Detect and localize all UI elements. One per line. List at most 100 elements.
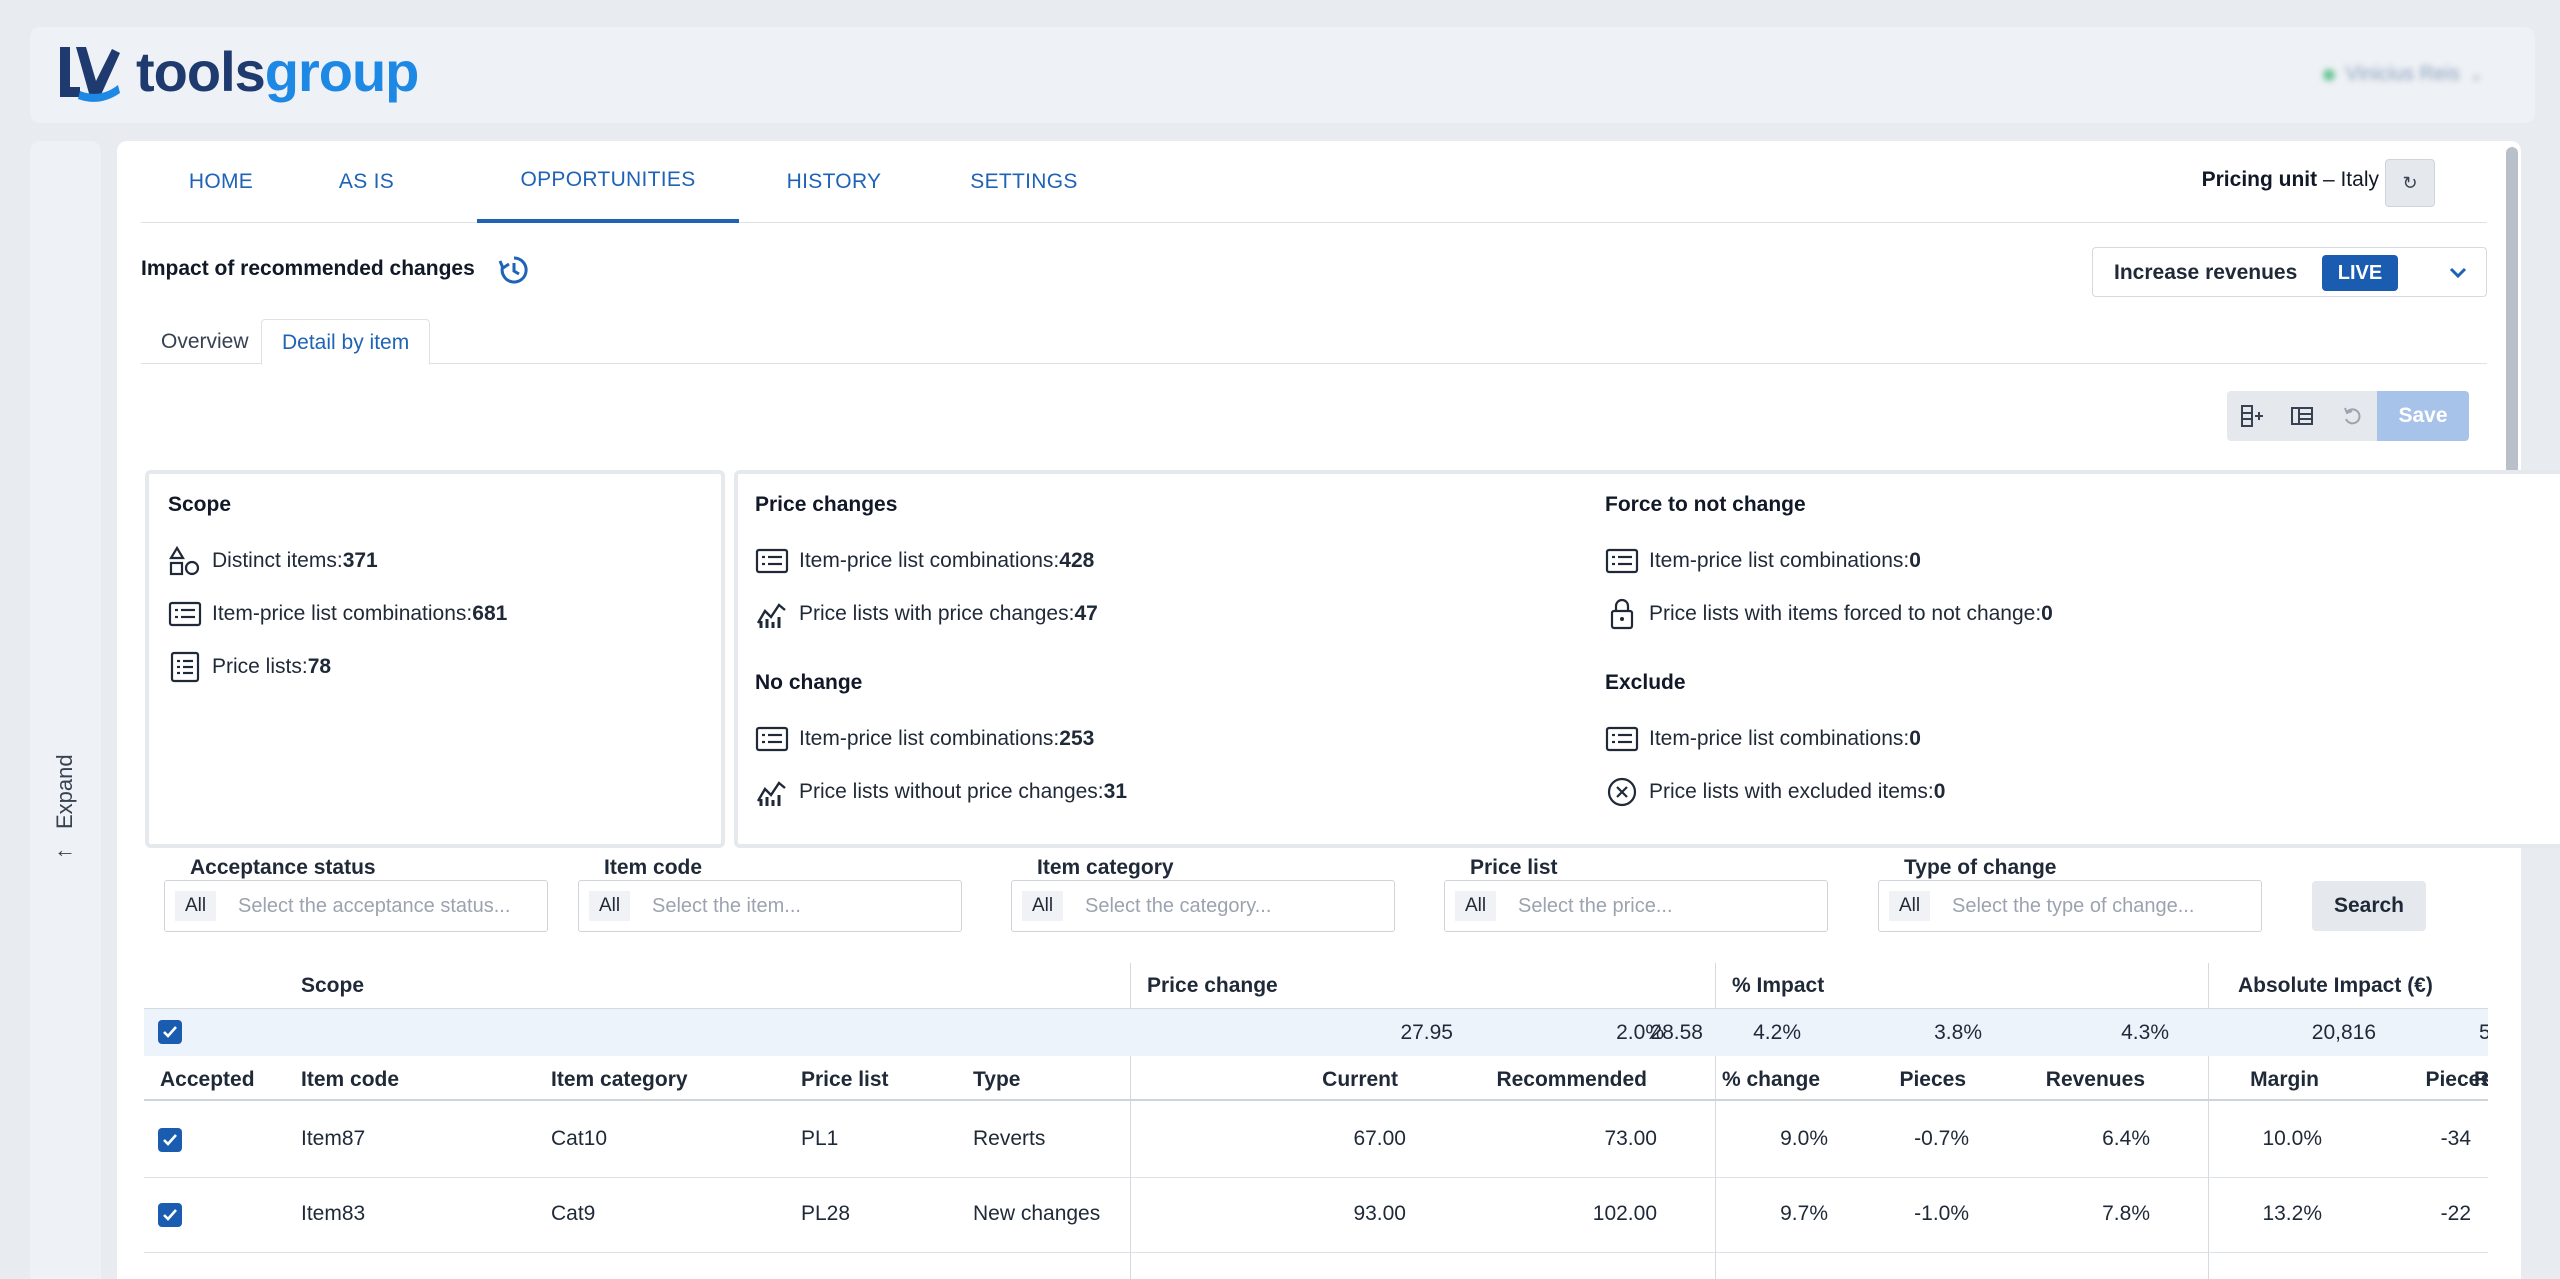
close-circle-icon — [1607, 777, 1637, 807]
col-abs-pieces[interactable]: Pieces — [2425, 1068, 2488, 1091]
column-header-row: Accepted Item code Item category Price l… — [144, 1056, 2488, 1101]
cell-recommended[interactable]: 73.00 — [1604, 1127, 1657, 1150]
subtab-detail-by-item[interactable]: Detail by item — [261, 319, 431, 365]
column-divider — [1715, 963, 1716, 1279]
user-status-icon — [2323, 68, 2336, 81]
tab-history[interactable]: HISTORY — [786, 170, 882, 193]
exclude-combinations-stat: Item-price list combinations: 0 — [1605, 722, 1921, 756]
type-of-change-input[interactable]: All Select the type of change... — [1878, 880, 2262, 932]
force-lists-stat: Price lists with items forced to not cha… — [1605, 597, 2053, 631]
search-button[interactable]: Search — [2312, 881, 2426, 931]
table-row[interactable]: Item83 Cat9 PL28 New changes 93.00 102.0… — [144, 1178, 2488, 1253]
distinct-items-stat: Distinct items: 371 — [168, 544, 378, 578]
export-excel-button[interactable] — [2277, 391, 2327, 441]
col-current[interactable]: Current — [1322, 1068, 1398, 1091]
item-code-input[interactable]: All Select the item... — [578, 880, 962, 932]
filter-placeholder: Select the acceptance status... — [238, 895, 511, 917]
check-icon — [163, 1134, 177, 1146]
toolbar-button-group — [2227, 391, 2377, 441]
strategy-label: Increase revenues — [2114, 261, 2298, 284]
item-category-input[interactable]: All Select the category... — [1011, 880, 1395, 932]
tab-opportunities[interactable]: OPPORTUNITIES — [477, 141, 739, 223]
exclude-lists-stat: Price lists with excluded items: 0 — [1605, 775, 1945, 809]
subtab-overview[interactable]: Overview — [161, 330, 249, 353]
no-change-combinations-value: 253 — [1059, 727, 1095, 750]
filter-placeholder: Select the category... — [1085, 895, 1272, 917]
add-column-button[interactable] — [2227, 391, 2277, 441]
select-all-checkbox[interactable] — [158, 1020, 182, 1044]
col-item-code[interactable]: Item code — [301, 1068, 400, 1091]
no-change-lists-value: 31 — [1103, 780, 1127, 803]
expand-label: Expand — [52, 754, 77, 829]
user-menu[interactable]: Vinicius Reis ⌄ — [2323, 63, 2483, 86]
list-card-icon — [755, 548, 789, 574]
history-reload-icon[interactable] — [497, 253, 531, 287]
detail-subtabs: Overview Detail by item — [141, 319, 2487, 365]
save-button[interactable]: Save — [2377, 391, 2469, 441]
cell-item-code: Item87 — [301, 1127, 366, 1150]
table-row[interactable]: Item87 Cat10 PL1 Reverts 67.00 73.00 9.0… — [144, 1103, 2488, 1178]
row-accept-checkbox[interactable] — [158, 1128, 182, 1152]
main-panel: HOME AS IS OPPORTUNITIES HISTORY SETTING… — [117, 141, 2560, 1279]
price-changes-combinations-stat: Item-price list combinations: 428 — [755, 544, 1094, 578]
no-change-combinations-label: Item-price list combinations: — [799, 727, 1060, 750]
chevron-down-icon: ⌄ — [2469, 66, 2483, 84]
cell-pct-change: 9.0% — [1780, 1127, 1828, 1150]
undo-button[interactable] — [2327, 391, 2377, 441]
table-toolbar: Save — [2227, 391, 2469, 441]
section-title: Impact of recommended changes — [141, 257, 475, 280]
price-changes-lists-value: 47 — [1074, 602, 1098, 625]
tab-as-is[interactable]: AS IS — [338, 170, 395, 193]
col-pct-change[interactable]: % change — [1721, 1068, 1820, 1091]
col-margin[interactable]: Margin — [2250, 1068, 2319, 1091]
toolsgroup-logo[interactable]: toolsgroup — [56, 41, 419, 103]
no-change-lists-label: Price lists without price changes: — [799, 780, 1104, 803]
col-abs-revenues[interactable]: Rev — [2474, 1068, 2488, 1091]
tab-settings[interactable]: SETTINGS — [970, 170, 1078, 193]
price-changes-lists-stat: Price lists with price changes: 47 — [755, 597, 1098, 631]
cell-current: 93.00 — [1353, 1202, 1406, 1225]
cell-recommended[interactable]: 102.00 — [1592, 1202, 1657, 1225]
cell-price-list: PL1 — [801, 1127, 839, 1150]
filter-all-chip[interactable]: All — [1455, 891, 1497, 921]
price-list-input[interactable]: All Select the price... — [1444, 880, 1828, 932]
col-accepted[interactable]: Accepted — [160, 1068, 255, 1091]
check-icon — [163, 1209, 177, 1221]
price-changes-combinations-label: Item-price list combinations: — [799, 549, 1060, 572]
filter-all-chip[interactable]: All — [1022, 891, 1064, 921]
strategy-select[interactable]: Increase revenues LIVE — [2092, 247, 2487, 297]
col-price-list[interactable]: Price list — [801, 1068, 889, 1091]
price-lists-value: 78 — [307, 655, 332, 678]
cell-abs-pieces: -34 — [2440, 1127, 2471, 1150]
group-header-pct-impact: % Impact — [1732, 974, 1825, 997]
filter-all-chip[interactable]: All — [1889, 891, 1931, 921]
filter-placeholder: Select the price... — [1518, 895, 1673, 917]
col-recommended[interactable]: Recommended — [1496, 1068, 1647, 1091]
filter-all-chip[interactable]: All — [589, 891, 631, 921]
force-lists-label: Price lists with items forced to not cha… — [1649, 602, 2042, 625]
col-item-category[interactable]: Item category — [551, 1068, 688, 1091]
row-accept-checkbox[interactable] — [158, 1203, 182, 1227]
col-pieces[interactable]: Pieces — [1899, 1068, 1966, 1091]
no-change-combinations-stat: Item-price list combinations: 253 — [755, 722, 1094, 756]
cell-pieces: -0.7% — [1914, 1127, 1969, 1150]
cell-margin: 13.2% — [2262, 1202, 2322, 1225]
filter-all-chip[interactable]: All — [175, 891, 217, 921]
live-badge: LIVE — [2322, 255, 2398, 291]
cell-item-code: Item83 — [301, 1202, 366, 1225]
tab-home[interactable]: HOME — [188, 170, 254, 193]
exclude-combinations-value: 0 — [1909, 727, 1921, 750]
col-revenues[interactable]: Revenues — [2045, 1068, 2145, 1091]
refresh-button[interactable]: ↻ — [2385, 159, 2435, 207]
expand-sidebar-button[interactable]: ← Expand — [52, 754, 78, 862]
summary-margin: 4.3% — [2121, 1021, 2169, 1044]
check-icon — [163, 1026, 177, 1038]
toolsgroup-logo-icon — [60, 47, 120, 102]
summary-abs-revenues: 5 — [2479, 1021, 2488, 1044]
chevron-down-icon — [2449, 267, 2467, 279]
top-bar: toolsgroup Vinicius Reis ⌄ — [30, 27, 2535, 123]
summary-current: 27.95 — [1400, 1021, 1453, 1044]
acceptance-status-input[interactable]: All Select the acceptance status... — [164, 880, 548, 932]
col-type[interactable]: Type — [973, 1068, 1021, 1091]
trend-chart-icon — [756, 603, 786, 628]
